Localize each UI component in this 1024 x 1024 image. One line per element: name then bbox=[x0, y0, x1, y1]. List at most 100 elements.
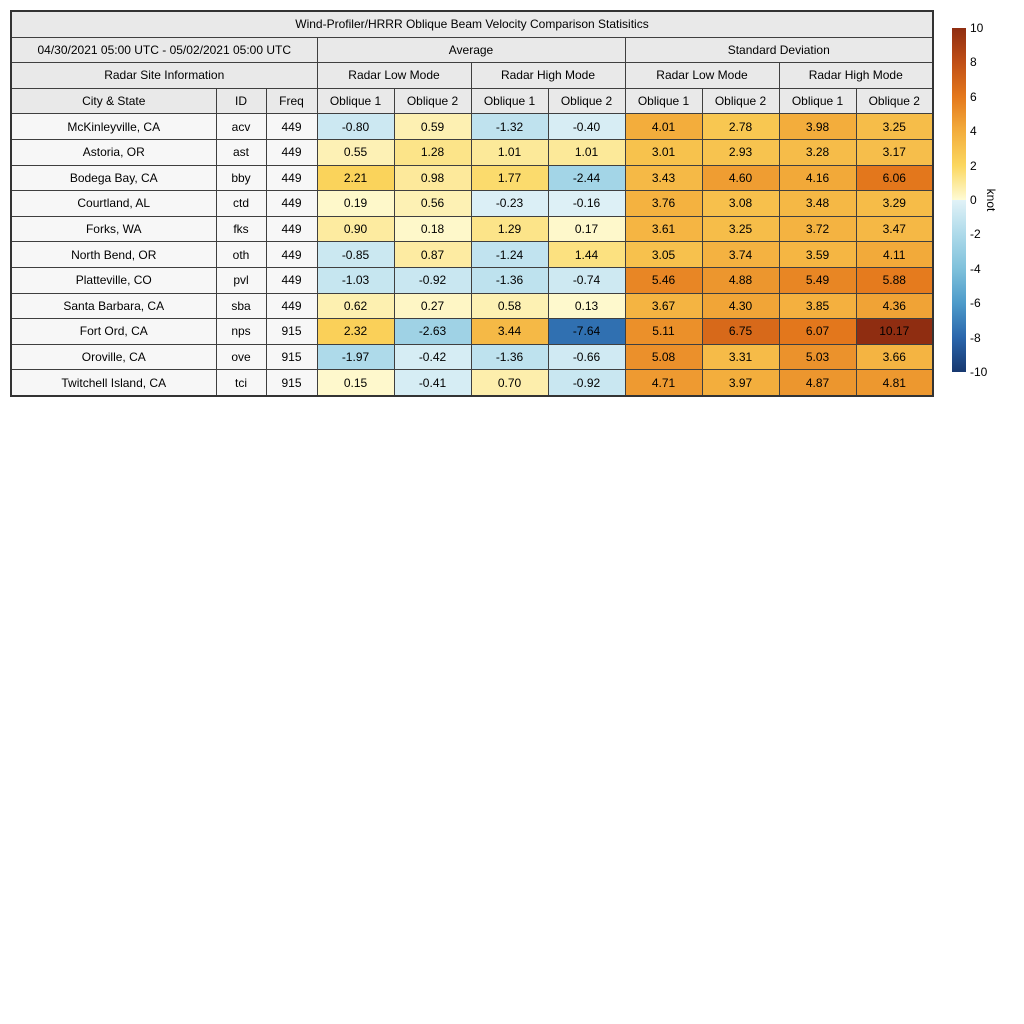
table-row: Twitchell Island, CA tci 915 0.15 -0.41 0.70-… bbox=[10, 369, 934, 397]
table-row: Bodega Bay, CA bby 449 2.21 0.98 1.77 -2.44 3.4… bbox=[10, 164, 934, 192]
city-cell: Courtland, AL bbox=[10, 190, 217, 217]
value-cell: 3.74 bbox=[701, 241, 780, 268]
value-cell: 1.01 bbox=[547, 138, 626, 166]
mode-header: Radar Low Mode bbox=[624, 62, 780, 89]
stats-table: Wind-Profiler/HRRR Oblique Beam Velocity… bbox=[10, 10, 934, 397]
value-cell: 0.27 bbox=[393, 292, 472, 320]
value-cell: 3.67 bbox=[624, 292, 703, 320]
value-cell: 5.11 bbox=[624, 318, 703, 345]
group-header-std: Standard Deviation bbox=[624, 36, 934, 64]
freq-cell: 449 bbox=[265, 292, 318, 320]
date-range: 04/30/2021 05:00 UTC - 05/02/2021 05:00 … bbox=[10, 36, 318, 64]
site-id-cell: acv bbox=[215, 113, 267, 140]
city-cell: Bodega Bay, CA bbox=[10, 164, 217, 192]
city-cell: Oroville, CA bbox=[10, 343, 217, 371]
city-cell: McKinleyville, CA bbox=[10, 113, 217, 140]
value-cell: 0.18 bbox=[393, 215, 472, 243]
col-header-oblique: Oblique 2 bbox=[393, 87, 472, 115]
value-cell: 4.81 bbox=[855, 369, 934, 397]
value-cell: -1.36 bbox=[470, 266, 549, 294]
col-header-oblique: Oblique 1 bbox=[624, 87, 703, 115]
freq-cell: 915 bbox=[265, 318, 318, 345]
value-cell: -0.92 bbox=[547, 369, 626, 397]
value-cell: 3.72 bbox=[778, 215, 857, 243]
value-cell: 5.46 bbox=[624, 266, 703, 294]
value-cell: 0.15 bbox=[316, 369, 395, 397]
value-cell: 3.97 bbox=[701, 369, 780, 397]
colorbar-tick-label: -10 bbox=[970, 365, 988, 379]
value-cell: 3.47 bbox=[855, 215, 934, 243]
value-cell: 1.01 bbox=[470, 138, 549, 166]
value-cell: 2.21 bbox=[316, 164, 395, 192]
value-cell: 3.01 bbox=[624, 138, 703, 166]
table-row: North Bend, OR oth 449 -0.85 0.87 -1.24 1.44 3.… bbox=[10, 241, 934, 268]
site-id-cell: ast bbox=[215, 138, 267, 166]
value-cell: -2.44 bbox=[547, 164, 626, 192]
value-cell: 3.43 bbox=[624, 164, 703, 192]
value-cell: 3.08 bbox=[701, 190, 780, 217]
mode-header: Radar High Mode bbox=[778, 62, 934, 89]
freq-cell: 449 bbox=[265, 138, 318, 166]
value-cell: 1.29 bbox=[470, 215, 549, 243]
value-cell: 0.62 bbox=[316, 292, 395, 320]
value-cell: 1.44 bbox=[547, 241, 626, 268]
table-row: Courtland, AL ctd 449 0.19 0.56 -0.23 -0.16 3.7… bbox=[10, 190, 934, 217]
value-cell: 6.75 bbox=[701, 318, 780, 345]
freq-cell: 449 bbox=[265, 190, 318, 217]
city-cell: North Bend, OR bbox=[10, 241, 217, 268]
colorbar-gradient bbox=[952, 28, 966, 372]
title-row: Wind-Profiler/HRRR Oblique Beam Velocity… bbox=[10, 10, 934, 38]
value-cell: 4.60 bbox=[701, 164, 780, 192]
mode-header: Radar Low Mode bbox=[316, 62, 472, 89]
colorbar-unit-label: knot bbox=[984, 188, 998, 212]
freq-cell: 915 bbox=[265, 369, 318, 397]
column-header-row: City & State ID Freq Oblique 1 Oblique 2… bbox=[10, 87, 934, 115]
value-cell: -0.80 bbox=[316, 113, 395, 140]
value-cell: 0.58 bbox=[470, 292, 549, 320]
value-cell: 0.87 bbox=[393, 241, 472, 268]
col-header-oblique: Oblique 1 bbox=[778, 87, 857, 115]
colorbar-tick-label: 10 bbox=[970, 21, 984, 35]
value-cell: 6.07 bbox=[778, 318, 857, 345]
col-header-oblique: Oblique 1 bbox=[470, 87, 549, 115]
value-cell: -7.64 bbox=[547, 318, 626, 345]
value-cell: -0.40 bbox=[547, 113, 626, 140]
value-cell: 4.36 bbox=[855, 292, 934, 320]
city-cell: Twitchell Island, CA bbox=[10, 369, 217, 397]
value-cell: 6.06 bbox=[855, 164, 934, 192]
value-cell: 3.98 bbox=[778, 113, 857, 140]
value-cell: -0.92 bbox=[393, 266, 472, 294]
site-id-cell: fks bbox=[215, 215, 267, 243]
value-cell: 3.05 bbox=[624, 241, 703, 268]
value-cell: 0.19 bbox=[316, 190, 395, 217]
colorbar-tick-label: 0 bbox=[970, 193, 977, 207]
col-header-oblique: Oblique 2 bbox=[547, 87, 626, 115]
city-cell: Fort Ord, CA bbox=[10, 318, 217, 345]
value-cell: -0.16 bbox=[547, 190, 626, 217]
col-header-freq: Freq bbox=[265, 87, 318, 115]
site-id-cell: nps bbox=[215, 318, 267, 345]
site-id-cell: bby bbox=[215, 164, 267, 192]
colorbar-tick-label: -2 bbox=[970, 227, 981, 242]
city-cell: Astoria, OR bbox=[10, 138, 217, 166]
col-header-oblique: Oblique 2 bbox=[701, 87, 780, 115]
value-cell: -0.23 bbox=[470, 190, 549, 217]
value-cell: 4.71 bbox=[624, 369, 703, 397]
table-body: McKinleyville, CA acv 449 -0.80 0.59 -1.32 -0.… bbox=[10, 113, 934, 397]
col-header-oblique: Oblique 2 bbox=[855, 87, 934, 115]
value-cell: -2.63 bbox=[393, 318, 472, 345]
value-cell: 4.87 bbox=[778, 369, 857, 397]
site-id-cell: oth bbox=[215, 241, 267, 268]
value-cell: 4.30 bbox=[701, 292, 780, 320]
value-cell: -0.66 bbox=[547, 343, 626, 371]
table-row: Santa Barbara, CA sba 449 0.62 0.27 0.58 0.13 3… bbox=[10, 292, 934, 320]
city-cell: Santa Barbara, CA bbox=[10, 292, 217, 320]
colorbar-tick-label: -4 bbox=[970, 261, 981, 276]
table-row: Platteville, CO pvl 449 -1.03 -0.92 -1.36 -0.7… bbox=[10, 266, 934, 294]
value-cell: 3.17 bbox=[855, 138, 934, 166]
value-cell: 3.59 bbox=[778, 241, 857, 268]
value-cell: -1.36 bbox=[470, 343, 549, 371]
table-row: Oroville, CA ove 915 -1.97 -0.42 -1.36 -0.66 5.… bbox=[10, 343, 934, 371]
value-cell: 5.08 bbox=[624, 343, 703, 371]
table-row: Astoria, OR ast 449 0.55 1.28 1.01 1.01 3.01 2.9… bbox=[10, 138, 934, 166]
